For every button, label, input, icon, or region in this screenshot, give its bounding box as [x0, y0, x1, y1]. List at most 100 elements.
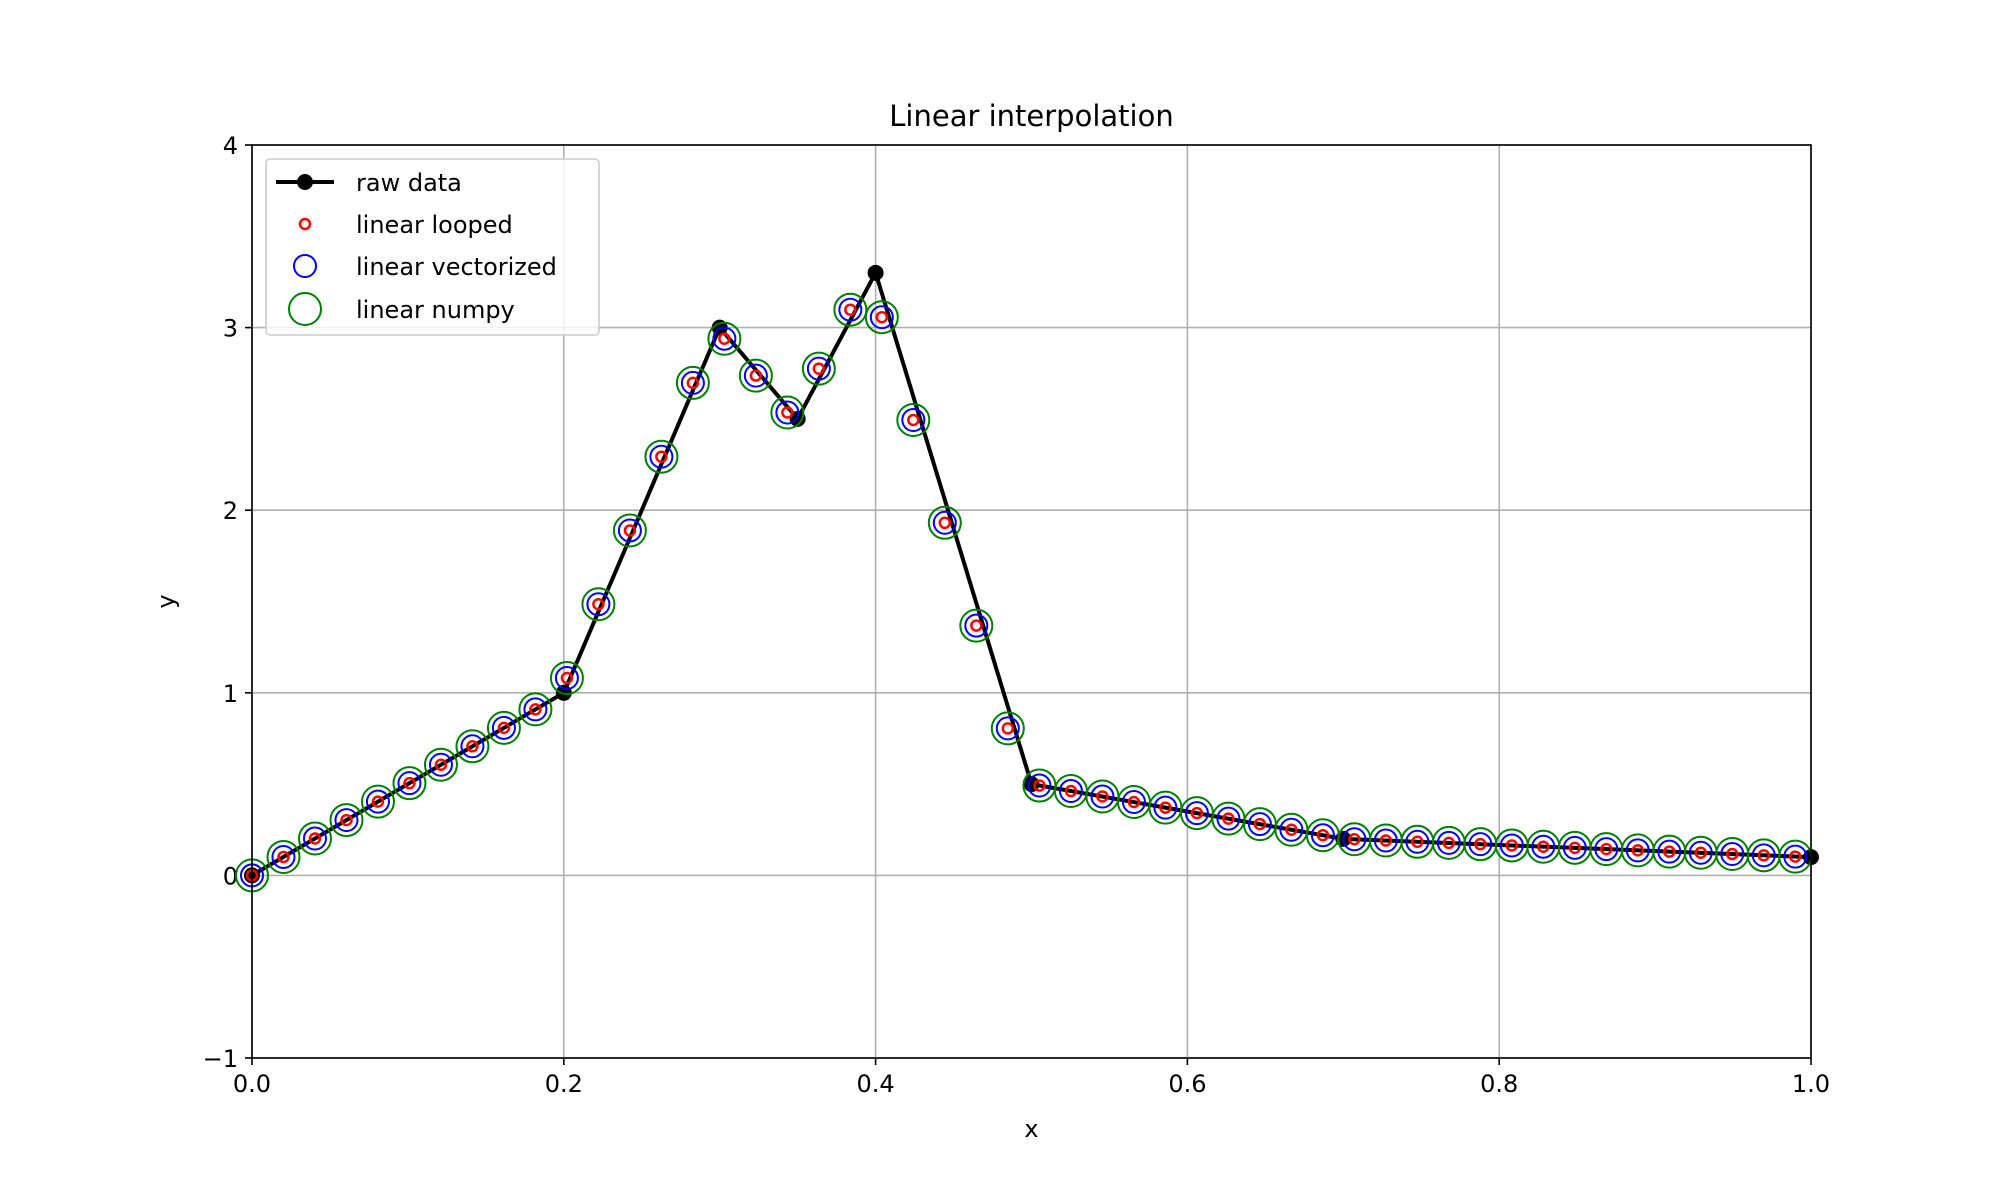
linear-looped-point [497, 721, 511, 735]
linear-vectorized-point [428, 752, 453, 777]
linear-vectorized-point [586, 592, 611, 617]
linear-looped-point [1694, 846, 1708, 860]
legend-vectorized-label: linear vectorized [356, 253, 557, 281]
legend-box [265, 158, 600, 336]
linear-vectorized-point [617, 518, 642, 543]
linear-looped-point [1757, 849, 1771, 862]
linear-vectorized-point [1688, 840, 1713, 865]
linear-looped-point [1064, 784, 1078, 798]
linear-looped-point [844, 303, 857, 316]
legend-looped-marker [298, 217, 312, 231]
linear-vectorized-point [1436, 830, 1461, 855]
linear-looped-point [1442, 836, 1456, 850]
linear-looped-point [340, 813, 353, 827]
y-axis-label: y [152, 594, 180, 608]
linear-looped-point [308, 832, 322, 845]
linear-numpy-point [266, 839, 301, 874]
linear-numpy-point [455, 729, 490, 764]
linear-looped-point [907, 413, 920, 427]
linear-looped-point [529, 703, 542, 716]
x-tick-label: 0.2 [545, 1070, 583, 1098]
chart-title: Linear interpolation [889, 99, 1173, 133]
linear-vectorized-point [1468, 832, 1493, 857]
linear-numpy-point [392, 766, 427, 801]
linear-vectorized-point [1783, 844, 1808, 869]
linear-vectorized-point [995, 716, 1020, 741]
linear-numpy-point [360, 784, 395, 819]
linear-looped-point [1537, 840, 1550, 853]
linear-numpy-point [801, 351, 836, 386]
x-tick-label: 0.6 [1168, 1070, 1206, 1098]
linear-vectorized-point [649, 444, 674, 469]
linear-looped-point [718, 332, 731, 345]
linear-looped-point [1474, 837, 1487, 851]
y-tick-label: 0 [223, 862, 238, 890]
linear-vectorized-point [302, 826, 327, 851]
linear-vectorized-point [1594, 837, 1619, 862]
x-tick-label: 0.8 [1480, 1070, 1518, 1098]
linear-looped-point [1726, 847, 1739, 861]
linear-looped-point [623, 524, 637, 537]
linear-looped-point [686, 376, 700, 390]
legend-vectorized-marker [293, 254, 317, 278]
linear-vectorized-point [1310, 823, 1335, 848]
linear-vectorized-point [397, 771, 422, 796]
linear-vectorized-point [1027, 773, 1052, 798]
linear-looped-point [371, 795, 385, 808]
linear-numpy-point [833, 292, 868, 327]
linear-vectorized-point [1247, 812, 1272, 837]
x-tick-label: 1.0 [1792, 1070, 1830, 1098]
legend-raw-label: raw data [356, 169, 462, 197]
linear-looped-point [1033, 779, 1046, 792]
linear-vectorized-point [743, 363, 768, 388]
linear-numpy-point [644, 439, 679, 474]
linear-looped-point [277, 850, 290, 864]
linear-vectorized-point [1279, 817, 1304, 842]
linear-looped-point [1001, 722, 1015, 735]
linear-looped-point [1505, 839, 1519, 852]
linear-looped-point [812, 362, 826, 375]
linear-numpy-point [707, 321, 742, 356]
linear-numpy-point [486, 710, 521, 745]
linear-looped-point [970, 619, 983, 632]
linear-numpy-point [549, 661, 584, 696]
linear-looped-point [1159, 801, 1172, 814]
linear-numpy-point [518, 692, 553, 727]
y-tick-label: 4 [223, 132, 238, 160]
linear-looped-point [1600, 842, 1613, 856]
linear-looped-point [1348, 832, 1361, 846]
linear-looped-point [560, 671, 574, 685]
linear-vectorized-point [680, 370, 705, 395]
legend-numpy-marker [288, 292, 322, 326]
linear-vectorized-point [806, 356, 831, 381]
linear-looped-point [1190, 806, 1204, 820]
linear-looped-point [592, 597, 605, 611]
linear-looped-point [749, 369, 763, 382]
linear-vectorized-point [1562, 835, 1587, 860]
linear-vectorized-point [334, 808, 359, 833]
linear-vectorized-point [523, 697, 548, 722]
raw-data-point [867, 264, 884, 281]
linear-looped-point [1285, 823, 1298, 836]
x-tick-label: 0.4 [857, 1070, 895, 1098]
y-tick-label: 1 [223, 680, 238, 708]
legend-raw-marker [297, 174, 313, 190]
linear-numpy-point [675, 365, 710, 400]
linear-looped-point [655, 450, 668, 463]
linear-numpy-point [864, 300, 899, 335]
raw-data-point [789, 410, 806, 427]
linear-looped-point [434, 758, 448, 771]
legend-looped-label: linear looped [356, 211, 513, 239]
linear-vectorized-point [869, 305, 894, 330]
x-axis-label: x [1024, 1115, 1038, 1143]
linear-vectorized-point [1342, 827, 1367, 852]
linear-vectorized-point [1531, 834, 1556, 859]
linear-vectorized-point [460, 734, 485, 759]
linear-vectorized-point [712, 326, 737, 351]
linear-looped-point [1663, 845, 1676, 858]
linear-vectorized-point [1153, 795, 1178, 820]
linear-numpy-point [297, 821, 332, 856]
legend-numpy-label: linear numpy [356, 296, 515, 324]
raw-data-series [244, 264, 1819, 884]
linear-vectorized-point [365, 789, 390, 814]
